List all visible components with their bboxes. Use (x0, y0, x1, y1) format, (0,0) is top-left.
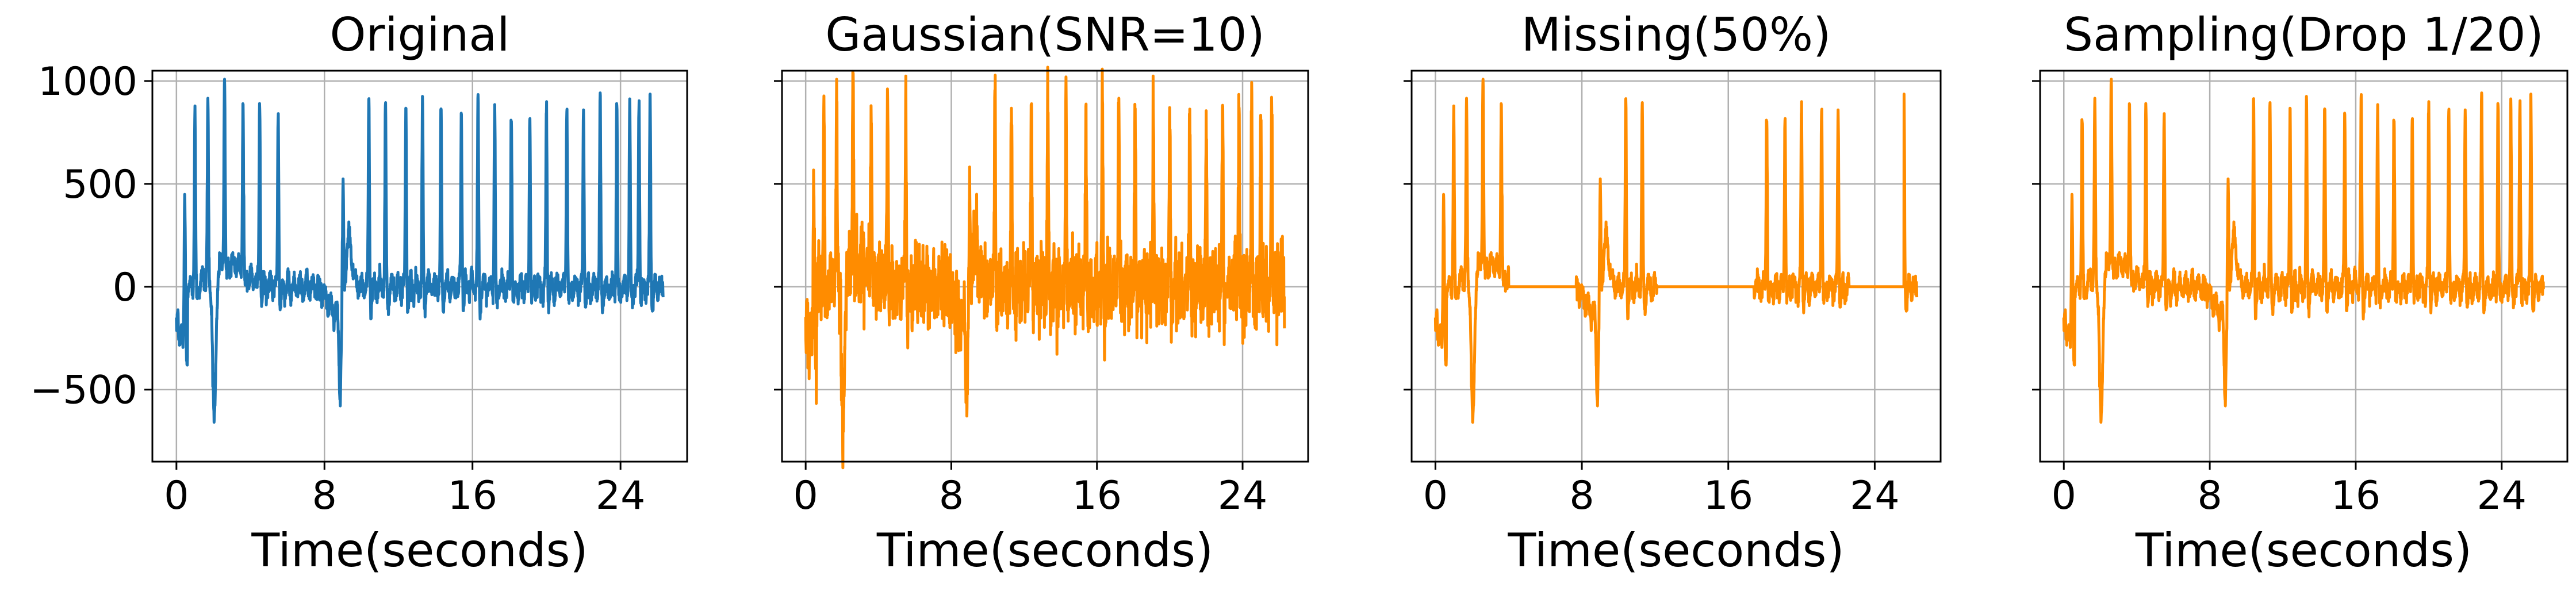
x-tick-label: 0 (793, 473, 818, 519)
x-tick-label: 24 (2477, 473, 2527, 519)
y-tick-label: 500 (63, 162, 137, 208)
x-tick-label: 0 (1423, 473, 1448, 519)
axes-frame (781, 70, 1309, 463)
x-tick-label: 8 (1569, 473, 1594, 519)
x-axis-label: Time(seconds) (2135, 524, 2472, 577)
x-tick-label: 0 (2052, 473, 2076, 519)
x-axis-label: Time(seconds) (876, 524, 1213, 577)
y-tick-label: 1000 (38, 59, 137, 105)
x-tick-label: 24 (1218, 473, 1268, 519)
panel-title: Sampling(Drop 1/20) (2064, 8, 2543, 62)
y-tick-label: −500 (30, 368, 137, 413)
x-tick-label: 16 (447, 473, 497, 519)
x-tick-label: 16 (1072, 473, 1122, 519)
series-line (175, 78, 665, 424)
y-tick-label: 0 (113, 265, 137, 310)
x-tick-label: 24 (1850, 473, 1900, 519)
series-line (804, 66, 1286, 470)
series-line (2062, 78, 2545, 424)
panel-1: 0 8 16 24 Gaussian(SNR=10) Time(seconds) (774, 8, 1309, 577)
x-tick-label: 0 (164, 473, 189, 519)
axes-frame (2039, 70, 2569, 463)
panel-3: 0 8 16 24 Sampling(Drop 1/20) Time(seconds) (2032, 8, 2569, 577)
x-tick-label: 16 (1703, 473, 1753, 519)
x-tick-label: 8 (939, 473, 964, 519)
series-line (1433, 78, 1919, 424)
axes-frame (151, 70, 688, 463)
x-tick-label: 8 (312, 473, 337, 519)
panel-title: Gaussian(SNR=10) (825, 8, 1265, 62)
panel-0: 0 8 16 24 1000 500 0 −500 Original Time(seconds) (30, 8, 688, 577)
panel-2: 0 8 16 24 Missing(50%) Time(seconds) (1404, 8, 1942, 577)
x-tick-label: 16 (2331, 473, 2381, 519)
panel-title: Original (329, 8, 509, 62)
x-tick-label: 24 (596, 473, 646, 519)
x-axis-label: Time(seconds) (251, 524, 588, 577)
axes-frame (1410, 70, 1942, 463)
x-tick-label: 8 (2197, 473, 2222, 519)
panel-title: Missing(50%) (1521, 8, 1831, 62)
x-axis-label: Time(seconds) (1507, 524, 1844, 577)
